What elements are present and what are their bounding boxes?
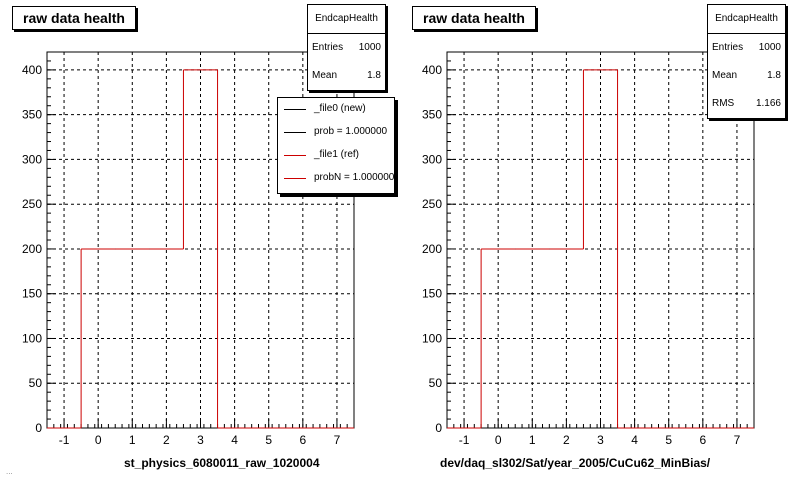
x-tick-label: 7 [334, 433, 341, 447]
legend-label: prob = 1.000000 [314, 126, 388, 137]
x-tick-label: 3 [197, 433, 204, 447]
legend-label: _file0 (new) [314, 103, 366, 114]
histogram-pad-left: -1 0 1 2 3 4 5 6 7 0 50 100 150 200 250 300 350 400 raw d… [12, 4, 395, 470]
x-tick-label: 1 [129, 433, 136, 447]
grid [447, 52, 754, 428]
x-axis-title: st_physics_6080011_raw_1020004 [124, 456, 320, 470]
stats-name: EndcapHealth [708, 5, 785, 34]
axes: -1 0 1 2 3 4 5 6 7 0 50 100 150 200 250 300 350 400 [422, 51, 755, 447]
grid [47, 52, 354, 428]
x-axis-title: dev/daq_sl302/Sat/year_2005/CuCu62_MinBi… [440, 456, 711, 470]
legend-line-red [284, 155, 306, 156]
stats-box: EndcapHealth Entries 1000 Mean 1.8 RMS 1… [707, 4, 786, 119]
footer-text: ... [6, 467, 13, 476]
histogram-data [447, 69, 754, 429]
y-tick-label: 350 [22, 108, 42, 122]
legend-item-probn: probN = 1.000000 [278, 167, 394, 190]
pad-title: raw data health [412, 6, 536, 30]
y-tick-label: 400 [422, 63, 442, 77]
x-tick-label: 2 [163, 433, 170, 447]
y-tick-label: 200 [422, 242, 442, 256]
x-tick-label: 6 [699, 433, 706, 447]
stats-name: EndcapHealth [308, 5, 385, 34]
legend-line-black [284, 132, 306, 133]
axes: -1 0 1 2 3 4 5 6 7 0 50 100 150 200 250 300 350 400 [22, 51, 355, 447]
histogram-plot-left: -1 0 1 2 3 4 5 6 7 0 50 100 150 200 250 300 350 400 [22, 51, 355, 447]
x-tick-label: 5 [665, 433, 672, 447]
stats-row-rms: RMS 1.166 [708, 90, 785, 118]
x-tick-label: 3 [597, 433, 604, 447]
x-tick-label: -1 [459, 433, 470, 447]
y-tick-label: 50 [29, 376, 43, 390]
stats-row-mean: Mean 1.8 [708, 62, 785, 90]
x-tick-label: 1 [529, 433, 536, 447]
legend-label: _file1 (ref) [314, 149, 360, 160]
stats-key: RMS [712, 98, 735, 109]
y-tick-label: 0 [435, 421, 442, 435]
x-tick-label: 4 [631, 433, 638, 447]
stats-value: 1.166 [755, 98, 781, 109]
stats-row-entries: Entries 1000 [308, 34, 385, 62]
pad-title: raw data health [12, 6, 136, 30]
histogram-data [47, 69, 354, 429]
x-tick-label: 5 [265, 433, 272, 447]
x-tick-label: 0 [495, 433, 502, 447]
stats-value: 1000 [758, 42, 781, 53]
y-tick-label: 150 [22, 287, 42, 301]
stats-key: Entries [712, 42, 744, 53]
y-tick-label: 250 [422, 197, 442, 211]
stats-row-entries: Entries 1000 [708, 34, 785, 62]
stats-value: 1.8 [367, 70, 381, 81]
x-tick-label: 6 [299, 433, 306, 447]
y-tick-label: 100 [22, 331, 42, 345]
y-tick-label: 400 [22, 63, 42, 77]
legend: _file0 (new) prob = 1.000000 _file1 (ref… [277, 97, 395, 194]
x-tick-label: 7 [734, 433, 741, 447]
y-tick-label: 300 [22, 152, 42, 166]
x-tick-label: 0 [95, 433, 102, 447]
y-tick-label: 200 [22, 242, 42, 256]
y-tick-label: 50 [429, 376, 443, 390]
histogram-plot-right: -1 0 1 2 3 4 5 6 7 0 50 100 150 200 250 300 350 400 [422, 51, 755, 447]
legend-item-prob: prob = 1.000000 [278, 121, 394, 144]
stats-box: EndcapHealth Entries 1000 Mean 1.8 [307, 4, 386, 91]
y-tick-label: 250 [22, 197, 42, 211]
x-tick-label: -1 [59, 433, 70, 447]
stats-key: Entries [312, 42, 344, 53]
y-tick-label: 300 [422, 152, 442, 166]
legend-line-red [284, 178, 306, 179]
legend-line-black [284, 109, 306, 110]
y-tick-label: 0 [35, 421, 42, 435]
stats-row-mean: Mean 1.8 [308, 62, 385, 90]
y-tick-label: 100 [422, 331, 442, 345]
legend-item-file0: _file0 (new) [278, 98, 394, 121]
x-tick-label: 2 [563, 433, 570, 447]
stats-value: 1000 [358, 42, 381, 53]
legend-label: probN = 1.000000 [314, 172, 395, 183]
stats-value: 1.8 [767, 70, 781, 81]
histogram-pad-right: -1 0 1 2 3 4 5 6 7 0 50 100 150 200 250 300 350 400 raw d… [400, 0, 800, 480]
stats-key: Mean [712, 70, 738, 81]
y-tick-label: 150 [422, 287, 442, 301]
stats-key: Mean [312, 70, 338, 81]
x-tick-label: 4 [231, 433, 238, 447]
legend-item-file1: _file1 (ref) [278, 144, 394, 167]
y-tick-label: 350 [422, 108, 442, 122]
